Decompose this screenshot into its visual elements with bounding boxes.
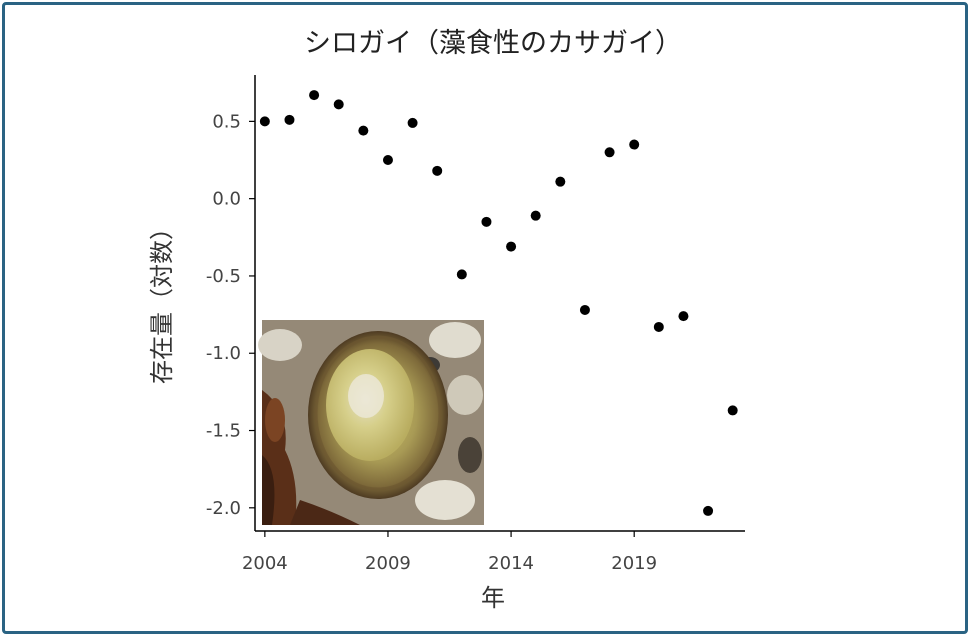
data-point xyxy=(333,99,344,110)
data-point xyxy=(481,216,492,227)
data-point xyxy=(456,269,467,280)
data-point xyxy=(653,321,664,332)
data-point xyxy=(604,147,615,158)
y-ticks: 0.5 0.0 -0.5 -1.0 -1.5 -2.0 xyxy=(206,111,255,519)
y-tick-label: -0.5 xyxy=(206,266,241,287)
y-tick-label: -1.5 xyxy=(206,421,241,442)
data-point xyxy=(284,114,295,125)
data-point xyxy=(629,139,640,150)
x-axis-label: 年 xyxy=(481,584,505,612)
data-point xyxy=(678,311,689,322)
data-point xyxy=(358,125,369,136)
chart-title: シロガイ（藻食性のカサガイ） xyxy=(304,28,682,59)
data-point xyxy=(530,210,541,221)
y-tick-label: 0.5 xyxy=(212,111,241,132)
y-tick-label: 0.0 xyxy=(212,189,241,210)
y-axis-label: 存在量（対数） xyxy=(148,216,176,384)
data-point xyxy=(259,116,270,127)
data-point xyxy=(727,405,738,416)
data-point xyxy=(555,176,566,187)
data-point xyxy=(407,117,418,128)
data-points xyxy=(259,90,738,516)
data-point xyxy=(309,90,320,101)
x-tick-label: 2014 xyxy=(488,553,534,574)
x-tick-label: 2019 xyxy=(611,553,657,574)
limpet-photo-inset xyxy=(258,320,484,525)
data-point xyxy=(382,155,393,166)
data-point xyxy=(506,241,517,252)
data-point xyxy=(432,165,443,176)
x-tick-label: 2009 xyxy=(365,553,411,574)
x-ticks: 2004 2009 2014 2019 xyxy=(242,531,657,574)
x-tick-label: 2004 xyxy=(242,553,288,574)
data-point xyxy=(579,304,590,315)
y-tick-label: -1.0 xyxy=(206,343,241,364)
y-tick-label: -2.0 xyxy=(206,498,241,519)
data-point xyxy=(703,505,714,516)
